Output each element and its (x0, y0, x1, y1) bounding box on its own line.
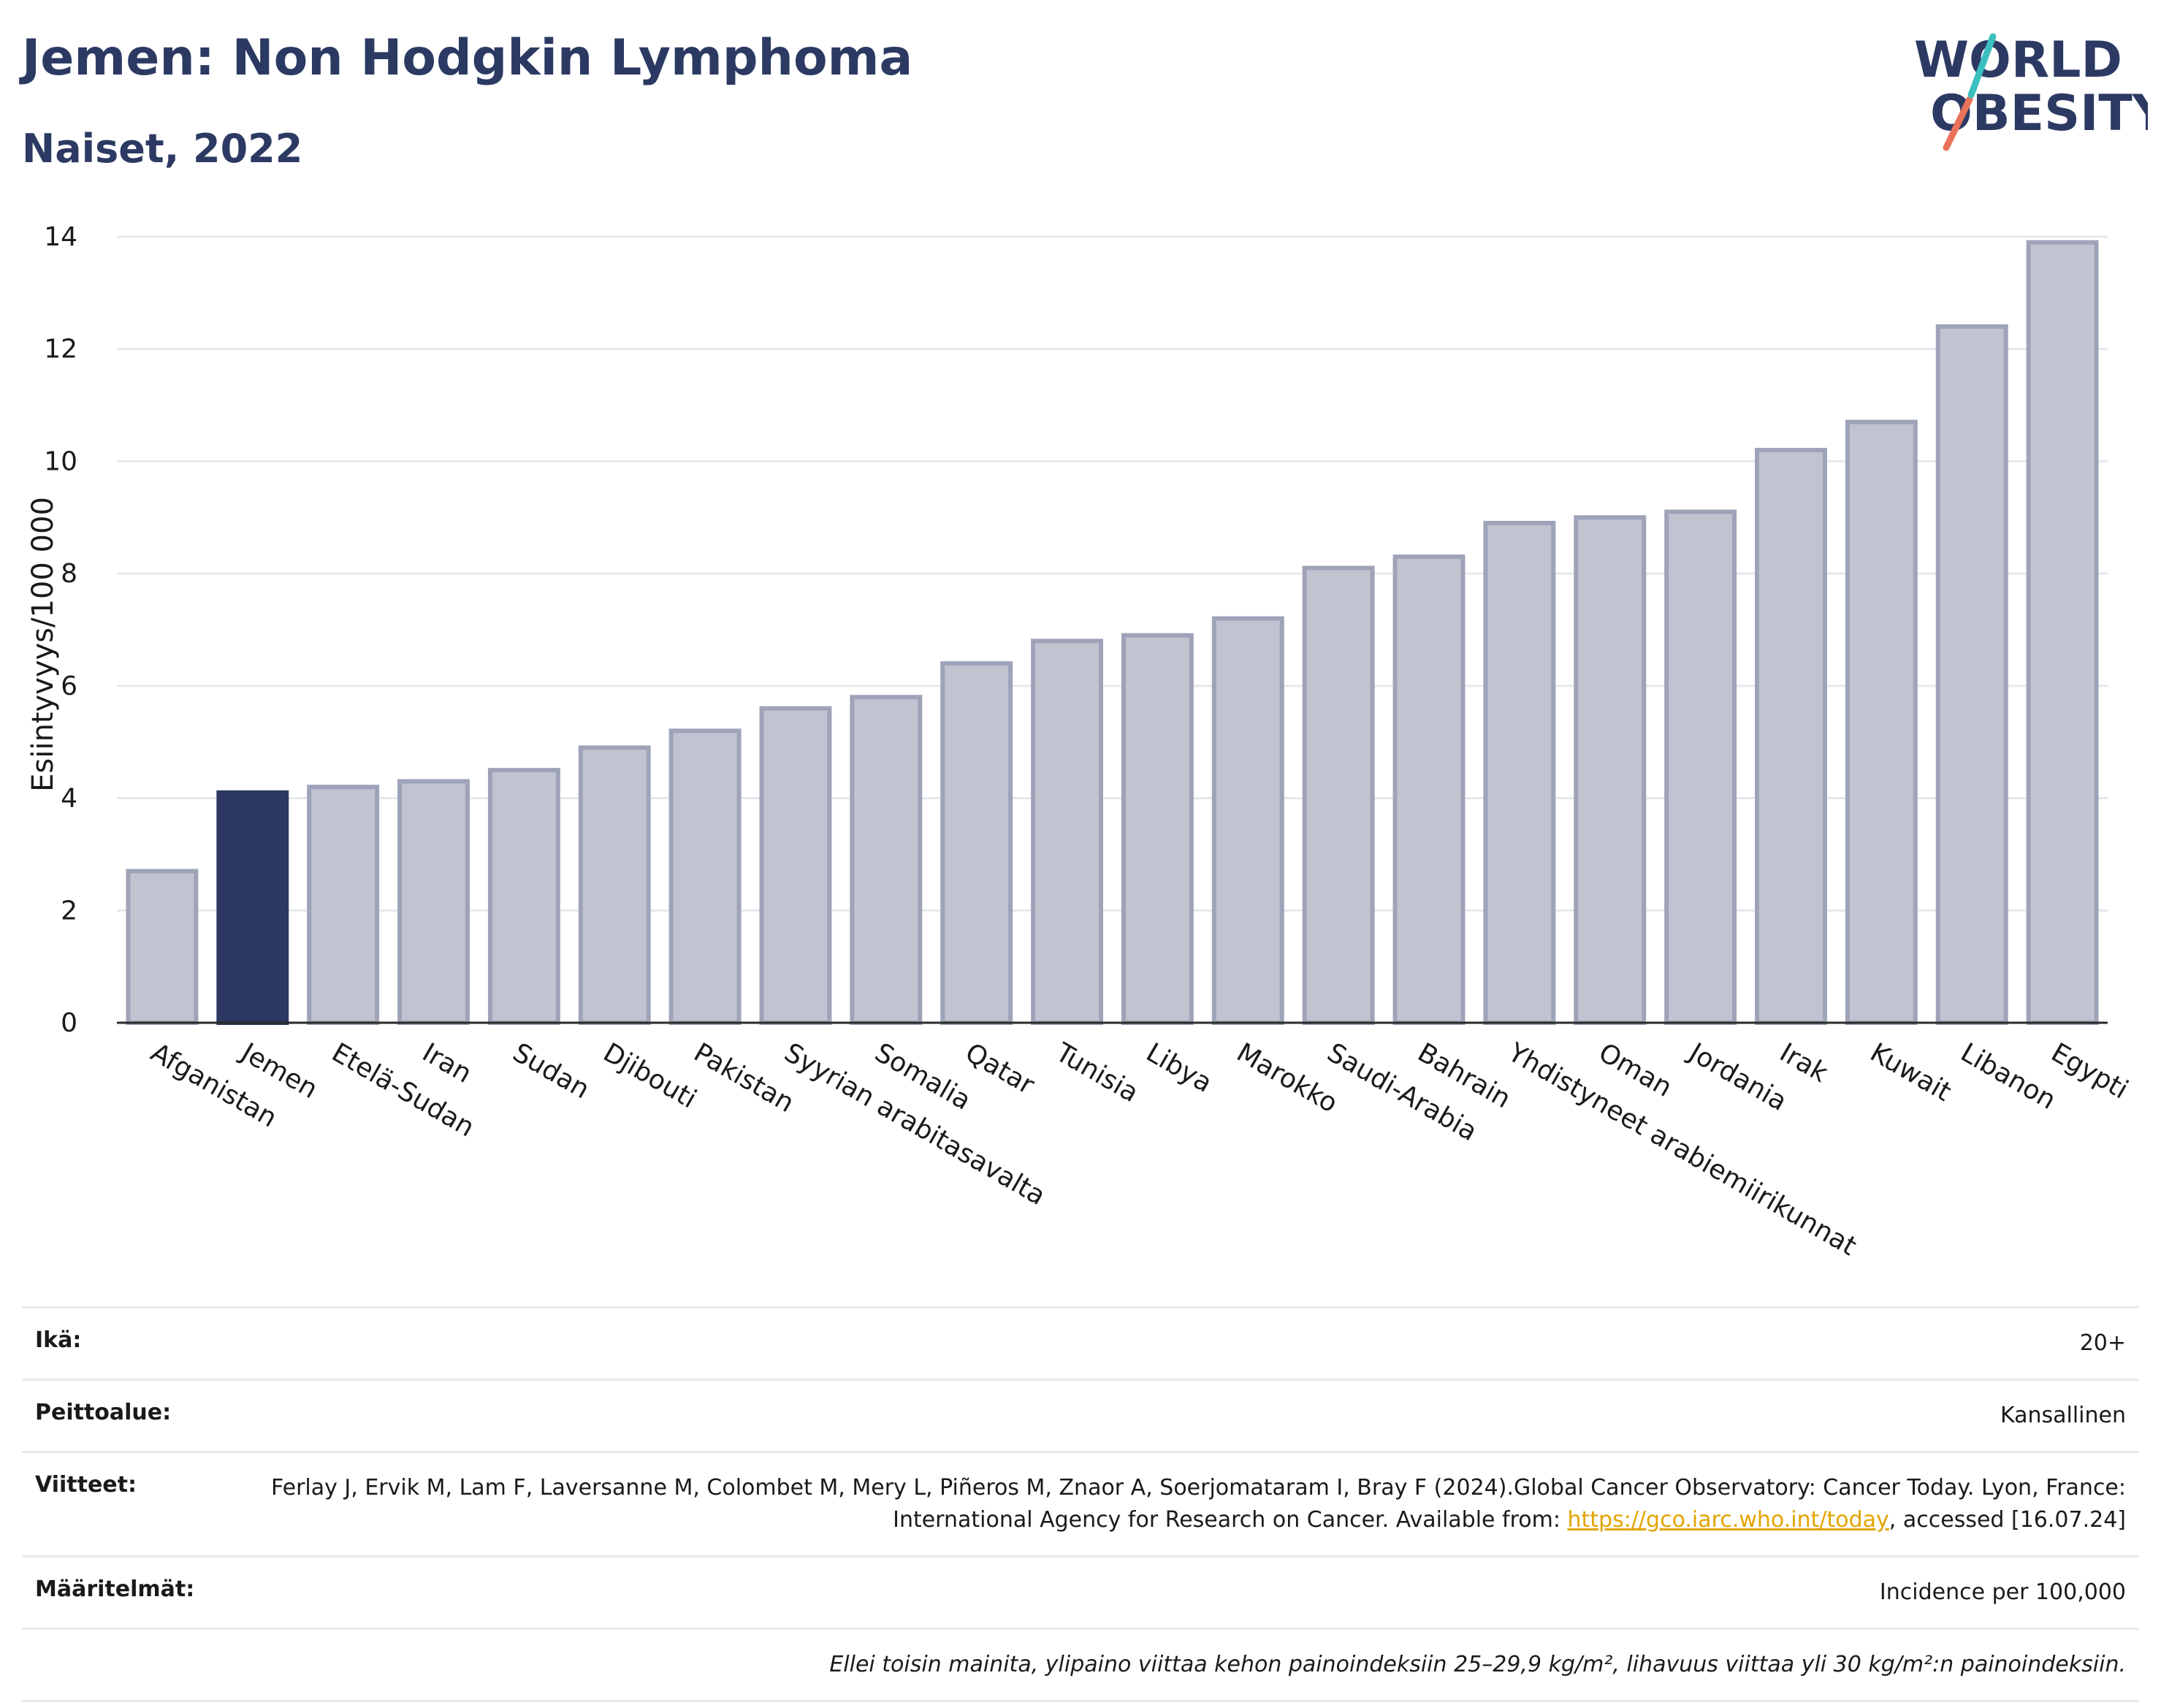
age-label: Ikä: (35, 1327, 82, 1353)
bar (397, 779, 470, 1025)
y-tick-label: 12 (44, 335, 77, 365)
x-tick-label: Saudi-Arabia (1322, 1037, 1482, 1147)
x-tick-label: Libanon (1956, 1037, 2061, 1116)
x-tick-label: Libya (1141, 1037, 1217, 1099)
y-tick-label: 6 (61, 671, 77, 701)
coverage-value: Kansallinen (2000, 1403, 2126, 1428)
references-link[interactable]: https://gco.iarc.who.int/today (1567, 1507, 1889, 1533)
references-accessed: , accessed [16.07.24] (1889, 1507, 2126, 1533)
x-tick-label: Tunisia (1050, 1037, 1143, 1108)
bar (1211, 616, 1284, 1025)
bar (307, 785, 380, 1025)
bar (126, 869, 199, 1025)
bar (1483, 520, 1556, 1025)
y-axis-title: Esiintyvyys/100 000 (26, 497, 60, 792)
bar (1935, 324, 2008, 1025)
age-value: 20+ (2079, 1330, 2126, 1356)
x-tick-label: Irak (1775, 1037, 1833, 1089)
x-tick-label: Jordania (1682, 1037, 1791, 1117)
chart-subtitle: Naiset, 2022 (22, 126, 303, 172)
meta-row-note: Ellei toisin mainita, ylipaino viittaa k… (22, 1628, 2139, 1702)
bar (487, 768, 560, 1025)
x-tick-label: Djibouti (598, 1037, 701, 1114)
logo-line1: WORLD (1914, 31, 2122, 89)
references-text: Ferlay J, Ervik M, Lam F, Laversanne M, … (271, 1475, 2126, 1533)
definitions-label: Määritelmät: (35, 1577, 195, 1602)
x-tick-label: Marokko (1232, 1037, 1343, 1118)
bar (1302, 565, 1375, 1025)
bar (1574, 515, 1647, 1025)
meta-row-age: Ikä: 20+ (22, 1306, 2139, 1379)
y-tick-label: 4 (61, 784, 77, 814)
definitions-value: Incidence per 100,000 (1879, 1579, 2126, 1605)
metadata-table: Ikä: 20+ Peittoalue: Kansallinen Viittee… (22, 1306, 2139, 1702)
bar (216, 790, 289, 1026)
bar (1392, 554, 1466, 1025)
bar (578, 745, 651, 1026)
bar (1755, 448, 1827, 1025)
x-tick-label: Egypti (2046, 1037, 2133, 1105)
x-tick-label: Kuwait (1865, 1037, 1956, 1107)
logo-line2: OBESITY (1930, 85, 2148, 142)
meta-row-definitions: Määritelmät: Incidence per 100,000 (22, 1555, 2139, 1628)
bar (1121, 633, 1194, 1025)
world-obesity-logo: WORLD OBESITY (1914, 31, 2148, 151)
bar (1664, 509, 1737, 1025)
references-value: Ferlay J, Ervik M, Lam F, Laversanne M, … (226, 1472, 2126, 1536)
bar (668, 728, 742, 1025)
bar (850, 695, 923, 1025)
y-tick-label: 10 (44, 446, 77, 476)
y-tick-label: 0 (61, 1008, 77, 1038)
coverage-label: Peittoalue: (35, 1400, 172, 1425)
meta-row-references: Viitteet: Ferlay J, Ervik M, Lam F, Lave… (22, 1451, 2139, 1555)
references-label: Viitteet: (35, 1472, 137, 1498)
bar (940, 661, 1013, 1025)
chart-title: Jemen: Non Hodgkin Lymphoma (22, 29, 913, 87)
bar (759, 706, 832, 1025)
x-tick-label: Pakistan (689, 1037, 799, 1118)
y-tick-label: 14 (44, 222, 77, 252)
y-tick-label: 8 (61, 559, 77, 589)
x-tick-label: Sudan (508, 1037, 595, 1105)
y-tick-label: 2 (61, 896, 77, 926)
definitions-note: Ellei toisin mainita, ylipaino viittaa k… (829, 1652, 2126, 1677)
bar (1845, 419, 1918, 1025)
meta-row-coverage: Peittoalue: Kansallinen (22, 1379, 2139, 1451)
bar (2026, 240, 2099, 1026)
bar (1031, 638, 1104, 1025)
x-tick-label: Iran (417, 1037, 476, 1089)
